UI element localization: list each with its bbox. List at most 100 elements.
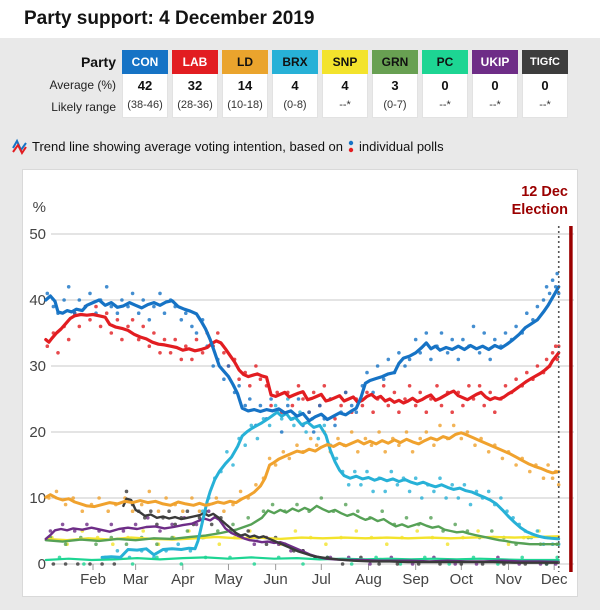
poll-dot [290, 403, 295, 408]
poll-dot [380, 509, 385, 513]
poll-dot [381, 384, 386, 388]
poll-dot [451, 423, 456, 428]
poll-dot [279, 417, 284, 421]
poll-dot [190, 357, 194, 362]
party-chip-pc: PC [422, 50, 468, 74]
poll-dot [465, 430, 470, 434]
poll-dot [211, 364, 215, 368]
poll-dot [386, 357, 391, 362]
poll-dot [194, 337, 199, 342]
party-values-ld: 14 (10-18) [222, 74, 268, 118]
party-values-tigfc: 0 --* [522, 74, 568, 118]
poll-dot [164, 496, 168, 500]
poll-dot [258, 403, 263, 408]
poll-dot [149, 509, 153, 513]
x-tick-label-feb: Feb [80, 571, 106, 588]
poll-dot [136, 337, 141, 342]
poll-dot [456, 357, 461, 362]
poll-dot [231, 463, 235, 467]
poll-dot [353, 469, 357, 474]
party-average-con: 42 [137, 78, 153, 93]
trend-line-ld [44, 431, 561, 509]
poll-dot [389, 469, 394, 474]
poll-dot [179, 357, 184, 362]
y-axis-unit-label: % [33, 199, 46, 216]
poll-dot [109, 522, 114, 527]
poll-dot [296, 384, 301, 388]
poll-dot [368, 562, 372, 566]
poll-dot [162, 337, 167, 342]
page-title: Party support: 4 December 2019 [0, 0, 600, 38]
party-support-table: Party Average (%) Likely range CON 42 (38-… [0, 38, 600, 120]
poll-dot [541, 298, 546, 302]
poll-dot [392, 390, 397, 395]
party-range-ld: (10-18) [227, 99, 263, 111]
poll-dot [360, 403, 365, 408]
poll-dot [544, 357, 549, 362]
row-label-party: Party [80, 54, 116, 70]
poll-dot [104, 285, 109, 289]
poll-dot [115, 549, 120, 553]
poll-dot [147, 344, 152, 348]
poll-dot [381, 377, 386, 381]
poll-dot [190, 496, 194, 500]
poll-dot [179, 318, 184, 322]
poll-dot [194, 331, 199, 335]
poll-dot [438, 476, 442, 481]
poll-dot [45, 344, 50, 348]
poll-dot [185, 509, 190, 513]
party-column-ld: LD 14 (10-18) [222, 50, 268, 118]
party-chip-grn: GRN [372, 50, 418, 74]
poll-dot [432, 489, 436, 494]
party-chip-con: CON [122, 50, 168, 74]
poll-dot [238, 489, 243, 494]
poll-dot [133, 522, 138, 527]
poll-dot [168, 351, 173, 355]
x-tick-label-may: May [214, 571, 243, 588]
poll-dot [63, 542, 68, 546]
poll-dot [162, 311, 167, 315]
poll-dot [246, 516, 250, 520]
poll-dot [476, 529, 480, 533]
party-range-tigfc: --* [539, 99, 551, 111]
poll-dot [147, 489, 152, 494]
poll-dot [535, 304, 540, 309]
poll-dot [237, 384, 241, 388]
poll-dot [246, 529, 250, 533]
poll-dot [190, 324, 194, 329]
poll-dot [254, 364, 258, 368]
poll-dot [339, 403, 343, 408]
poll-dot [141, 529, 145, 533]
legend-polls-text: individual polls [359, 138, 444, 154]
poll-dot [410, 450, 415, 454]
poll-dot [550, 278, 555, 282]
poll-dot [124, 542, 129, 546]
poll-dot [146, 516, 150, 520]
poll-dot [356, 509, 360, 513]
poll-dot [136, 311, 141, 315]
x-tick-label-jul: Jul [312, 571, 331, 588]
poll-dot [307, 410, 311, 414]
trend-line-pc [44, 556, 560, 562]
party-chip-tigfc: TIGfC [522, 50, 568, 74]
poll-dot [124, 489, 129, 494]
poll-dot [248, 384, 252, 388]
poll-dots-brx [103, 397, 561, 560]
poll-dot [185, 529, 190, 533]
poll-dot [445, 542, 450, 546]
trend-line-brx [100, 410, 561, 559]
poll-dot [170, 522, 174, 527]
poll-dot [109, 304, 114, 309]
party-average-snp: 4 [341, 78, 349, 93]
poll-dot [292, 423, 296, 428]
poll-dot [155, 522, 159, 527]
poll-dot [281, 450, 286, 454]
poll-dot [346, 483, 351, 487]
poll-dot [143, 516, 147, 520]
y-tick-label-50: 50 [29, 226, 46, 243]
poll-dot [85, 522, 89, 527]
poll-dot [115, 311, 120, 315]
poll-dot [194, 522, 199, 527]
poll-dot [395, 483, 400, 487]
poll-dot [407, 357, 412, 362]
